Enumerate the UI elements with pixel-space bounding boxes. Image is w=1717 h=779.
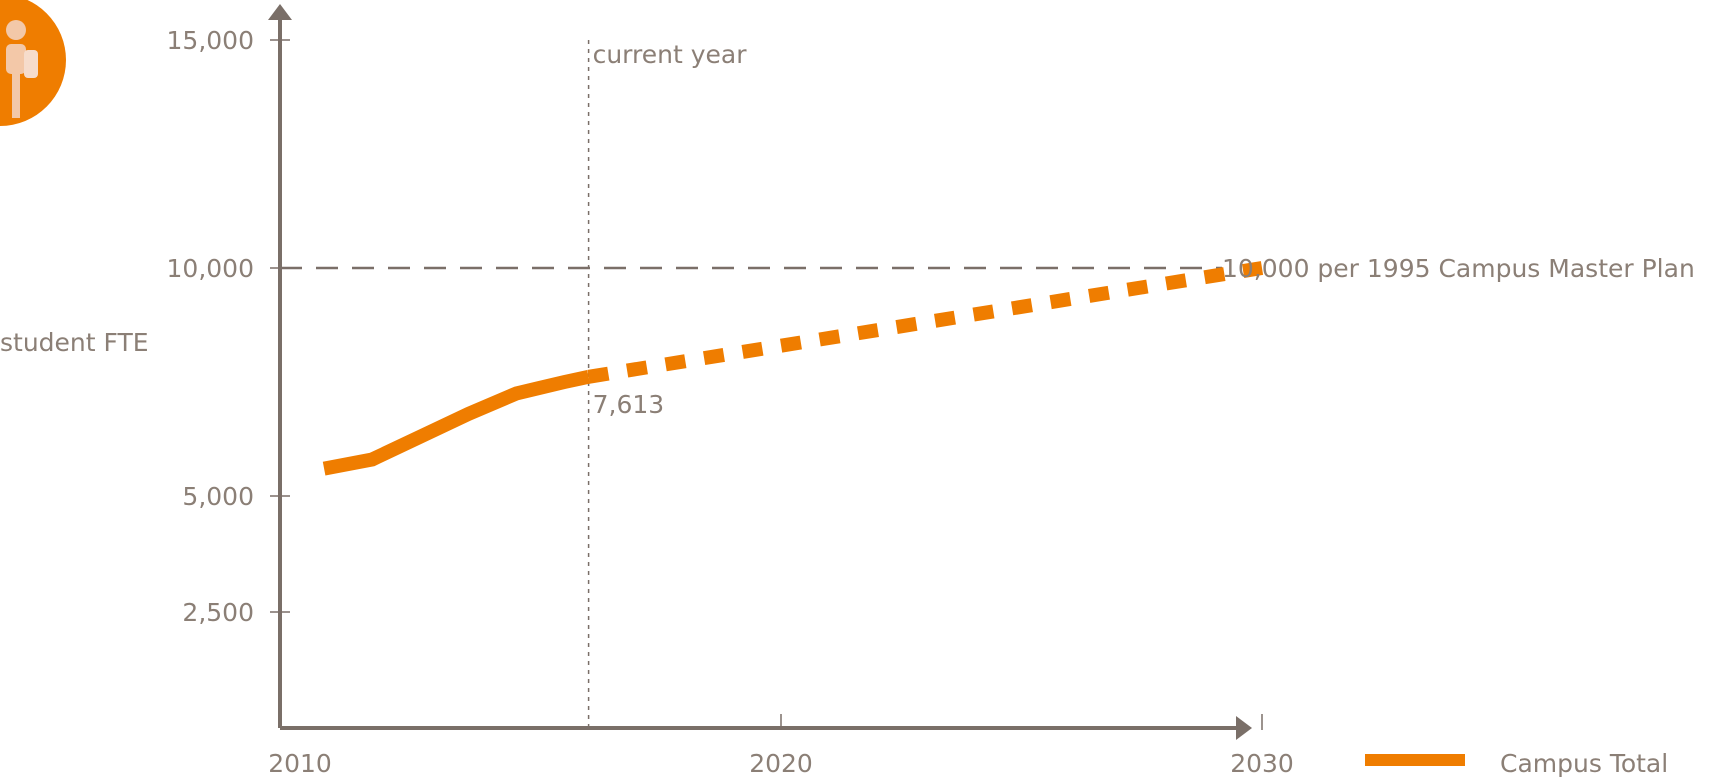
legend: Campus Total xyxy=(1365,749,1668,778)
y-tick-label: 10,000 xyxy=(167,254,254,283)
x-tick-label: 2020 xyxy=(749,749,813,778)
current-year-label: current year xyxy=(593,40,748,69)
series-layer xyxy=(322,261,1264,476)
student-icon xyxy=(0,0,66,126)
y-axis-arrow xyxy=(268,4,292,20)
current-value-label: 7,613 xyxy=(593,390,665,419)
y-tick-label: 15,000 xyxy=(167,26,254,55)
x-axis-arrow xyxy=(1236,716,1252,740)
legend-label-campus-total: Campus Total xyxy=(1500,749,1668,778)
y-tick-label: 5,000 xyxy=(182,482,254,511)
series-line-campus-total-projected xyxy=(587,261,1264,384)
y-axis-label: student FTE xyxy=(0,328,149,357)
reference-layer xyxy=(280,40,1222,728)
x-tick-label: 2030 xyxy=(1230,749,1294,778)
x-tick-label: 2010 xyxy=(268,749,332,778)
y-tick-label: 2,500 xyxy=(182,598,254,627)
reference-line-label: 10,000 per 1995 Campus Master Plan xyxy=(1222,254,1695,283)
series-line-campus-total-actual xyxy=(322,369,591,476)
axes: 2,500 5,000 10,000 15,000 2010 2020 2030 xyxy=(167,4,1294,778)
